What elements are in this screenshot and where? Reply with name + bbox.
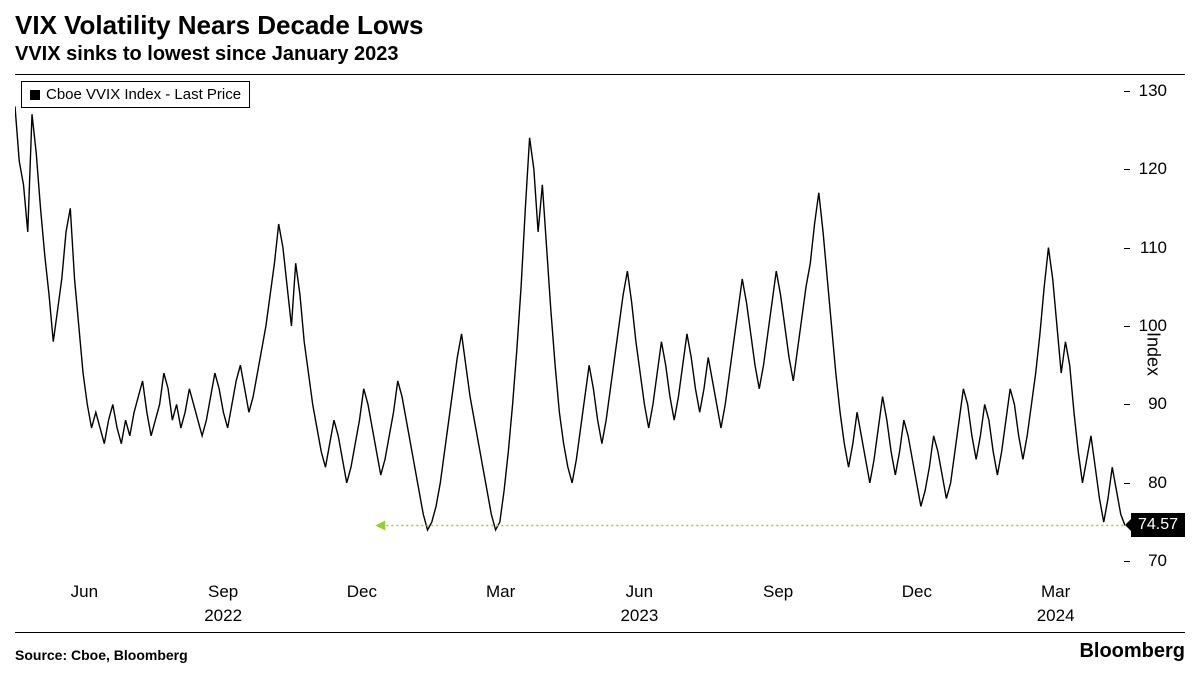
x-tick-label: Mar: [486, 582, 515, 602]
x-tick-label: Jun: [626, 582, 653, 602]
line-chart-svg: [15, 75, 1125, 577]
y-tick-label: 70: [1148, 551, 1167, 571]
y-tick-mark: [1124, 483, 1130, 484]
y-tick-mark: [1124, 169, 1130, 170]
x-tick-label: Sep: [763, 582, 793, 602]
chart-area: Cboe VVIX Index - Last Price Index 70809…: [15, 74, 1185, 633]
x-year-label: 2023: [620, 606, 658, 626]
last-price-badge: 74.57: [1131, 513, 1185, 537]
source-text: Source: Cboe, Bloomberg: [15, 647, 188, 663]
series-line: [15, 106, 1125, 530]
x-tick-label: Sep: [208, 582, 238, 602]
chart-subtitle: VVIX sinks to lowest since January 2023: [15, 43, 1185, 66]
x-tick-label: Dec: [902, 582, 932, 602]
plot-region: [15, 75, 1125, 577]
x-tick-label: Mar: [1041, 582, 1070, 602]
y-tick-mark: [1124, 91, 1130, 92]
y-tick-label: 90: [1148, 394, 1167, 414]
y-axis-title: Index: [1142, 331, 1163, 375]
y-tick-label: 130: [1139, 81, 1167, 101]
chart-title: VIX Volatility Nears Decade Lows: [15, 10, 1185, 41]
y-tick-label: 80: [1148, 473, 1167, 493]
y-tick-label: 120: [1139, 159, 1167, 179]
x-year-label: 2022: [204, 606, 242, 626]
x-year-label: 2024: [1037, 606, 1075, 626]
y-tick-label: 100: [1139, 316, 1167, 336]
x-tick-label: Dec: [347, 582, 377, 602]
y-tick-mark: [1124, 326, 1130, 327]
y-tick-mark: [1124, 248, 1130, 249]
reference-arrow-icon: [375, 520, 385, 530]
y-tick-mark: [1124, 404, 1130, 405]
brand-logo: Bloomberg: [1079, 640, 1185, 663]
y-tick-mark: [1124, 561, 1130, 562]
y-tick-label: 110: [1140, 238, 1167, 258]
x-tick-label: Jun: [71, 582, 98, 602]
